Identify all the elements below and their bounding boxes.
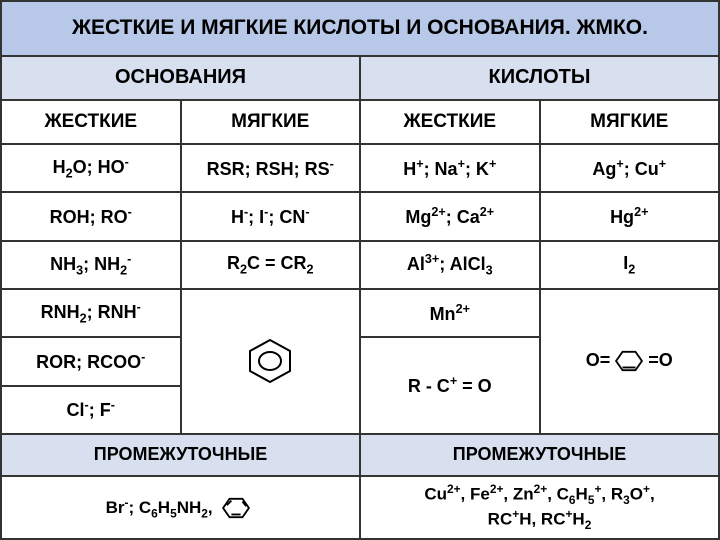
quinone-prefix: O= — [586, 350, 611, 370]
acids-soft-cell: Ag+; Cu+ — [540, 144, 720, 192]
bases-soft-cell: RSR; RSH; RS- — [181, 144, 361, 192]
quinone-suffix: =O — [648, 350, 673, 370]
bases-intermediate-text: Br-; C6H5NH2, — [106, 498, 213, 517]
bases-intermediate-cell: Br-; C6H5NH2, — [1, 476, 360, 539]
acids-intermediate-header: ПРОМЕЖУТОЧНЫЕ — [360, 434, 719, 476]
hexagon-icon — [245, 337, 295, 385]
benzene-ring-icon — [217, 496, 255, 520]
bases-hard-cell: NH3; NH2- — [1, 241, 181, 289]
acids-soft-cell: I2 — [540, 241, 720, 289]
acids-soft-quinone-cell: O= =O — [540, 289, 720, 434]
bases-soft-benzene-cell — [181, 289, 361, 434]
acids-hard-cell: Mg2+; Ca2+ — [360, 192, 540, 240]
bases-soft-cell: H-; I-; CN- — [181, 192, 361, 240]
bases-hard-cell: ROR; RCOO- — [1, 337, 181, 385]
acids-hard-cell: H+; Na+; K+ — [360, 144, 540, 192]
acids-intermediate-cell: Cu2+, Fe2+, Zn2+, C6H5+, R3O+,RC+H, RC+H… — [360, 476, 719, 539]
bases-hard-cell: ROH; RO- — [1, 192, 181, 240]
acids-hard-cell: Al3+; AlCl3 — [360, 241, 540, 289]
bases-intermediate-header: ПРОМЕЖУТОЧНЫЕ — [1, 434, 360, 476]
acids-hard-cell: Mn2+ — [360, 289, 540, 337]
acids-hard-header: ЖЕСТКИЕ — [360, 100, 540, 144]
bases-soft-header: МЯГКИЕ — [181, 100, 361, 144]
acids-group-header: КИСЛОТЫ — [360, 56, 719, 100]
acids-soft-cell: Hg2+ — [540, 192, 720, 240]
hsab-table: ЖЕСТКИЕ И МЯГКИЕ КИСЛОТЫ И ОСНОВАНИЯ. ЖМ… — [0, 0, 720, 540]
bases-hard-cell: Cl-; F- — [1, 386, 181, 434]
bases-hard-cell: RNH2; RNH- — [1, 289, 181, 337]
bases-group-header: ОСНОВАНИЯ — [1, 56, 360, 100]
bases-soft-cell: R2C = CR2 — [181, 241, 361, 289]
acids-hard-cell: R - C+ = O — [360, 337, 540, 434]
quinone-ring-icon — [610, 349, 648, 373]
acids-soft-header: МЯГКИЕ — [540, 100, 720, 144]
bases-hard-header: ЖЕСТКИЕ — [1, 100, 181, 144]
table-title: ЖЕСТКИЕ И МЯГКИЕ КИСЛОТЫ И ОСНОВАНИЯ. ЖМ… — [1, 1, 719, 56]
bases-hard-cell: H2O; HO- — [1, 144, 181, 192]
